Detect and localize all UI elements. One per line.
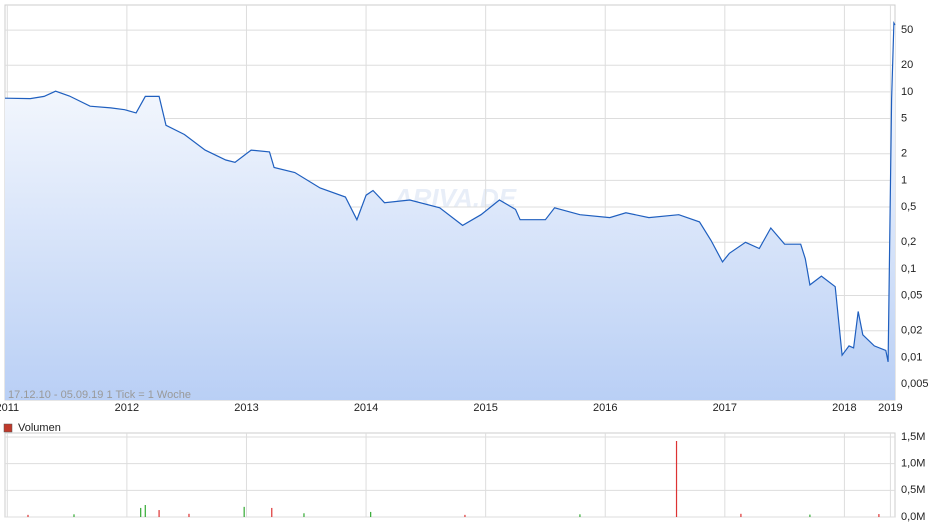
price-line — [4, 20, 896, 363]
volume-bar — [303, 513, 305, 517]
x-tick-label: 2019 — [878, 402, 902, 414]
volume-bar — [675, 441, 678, 517]
legend-label: Volumen — [18, 422, 61, 434]
y-tick-label: 50 — [901, 24, 913, 36]
subtitle: 17.12.10 - 05.09.19 1 Tick = 1 Woche — [8, 389, 191, 401]
volume-tick-label: 0,5M — [901, 484, 925, 496]
volume-bar — [188, 513, 190, 517]
volume-bar — [464, 514, 466, 517]
x-tick-label: 2016 — [593, 402, 617, 414]
volume-frame — [4, 432, 896, 518]
y-tick-label: 0,1 — [901, 263, 916, 275]
volume-bar — [243, 506, 245, 517]
x-tick-label: 2012 — [115, 402, 139, 414]
x-tick-label: 2011 — [0, 402, 19, 414]
y-tick-label: 0,5 — [901, 201, 916, 213]
volume-bar — [579, 514, 581, 517]
y-tick-label: 0,2 — [901, 236, 916, 248]
volume-bar — [878, 514, 880, 517]
legend-swatch — [3, 423, 13, 433]
y-tick-label: 5 — [901, 112, 907, 124]
volume-bar — [740, 513, 742, 517]
volume-tick-label: 1,5M — [901, 431, 925, 443]
volume-tick-label: 0,0M — [901, 511, 925, 523]
y-tick-label: 10 — [901, 86, 913, 98]
volume-bar — [158, 510, 160, 517]
y-tick-label: 20 — [901, 59, 913, 71]
x-tick-label: 2018 — [832, 402, 856, 414]
y-tick-label: 0,01 — [901, 351, 922, 363]
volume-bar — [140, 507, 142, 517]
x-tick-label: 2015 — [473, 402, 497, 414]
x-tick-label: 2014 — [354, 402, 378, 414]
volume-tick-label: 1,0M — [901, 458, 925, 470]
y-tick-label: 0,05 — [901, 289, 922, 301]
price-area — [5, 23, 895, 400]
volume-bar — [27, 514, 29, 517]
x-tick-label: 2017 — [713, 402, 737, 414]
volume-bar — [73, 514, 75, 517]
plot: 2011201220132014201520162017201820190,00… — [0, 5, 929, 523]
y-tick-label: 0,005 — [901, 378, 929, 390]
volume-bar — [271, 507, 273, 517]
volume-bar — [144, 505, 146, 517]
volume-bar — [809, 514, 811, 517]
y-tick-label: 2 — [901, 148, 907, 160]
x-tick-label: 2013 — [234, 402, 258, 414]
y-tick-label: 1 — [901, 174, 907, 186]
volume-bar — [370, 511, 372, 517]
y-tick-label: 0,02 — [901, 325, 922, 337]
